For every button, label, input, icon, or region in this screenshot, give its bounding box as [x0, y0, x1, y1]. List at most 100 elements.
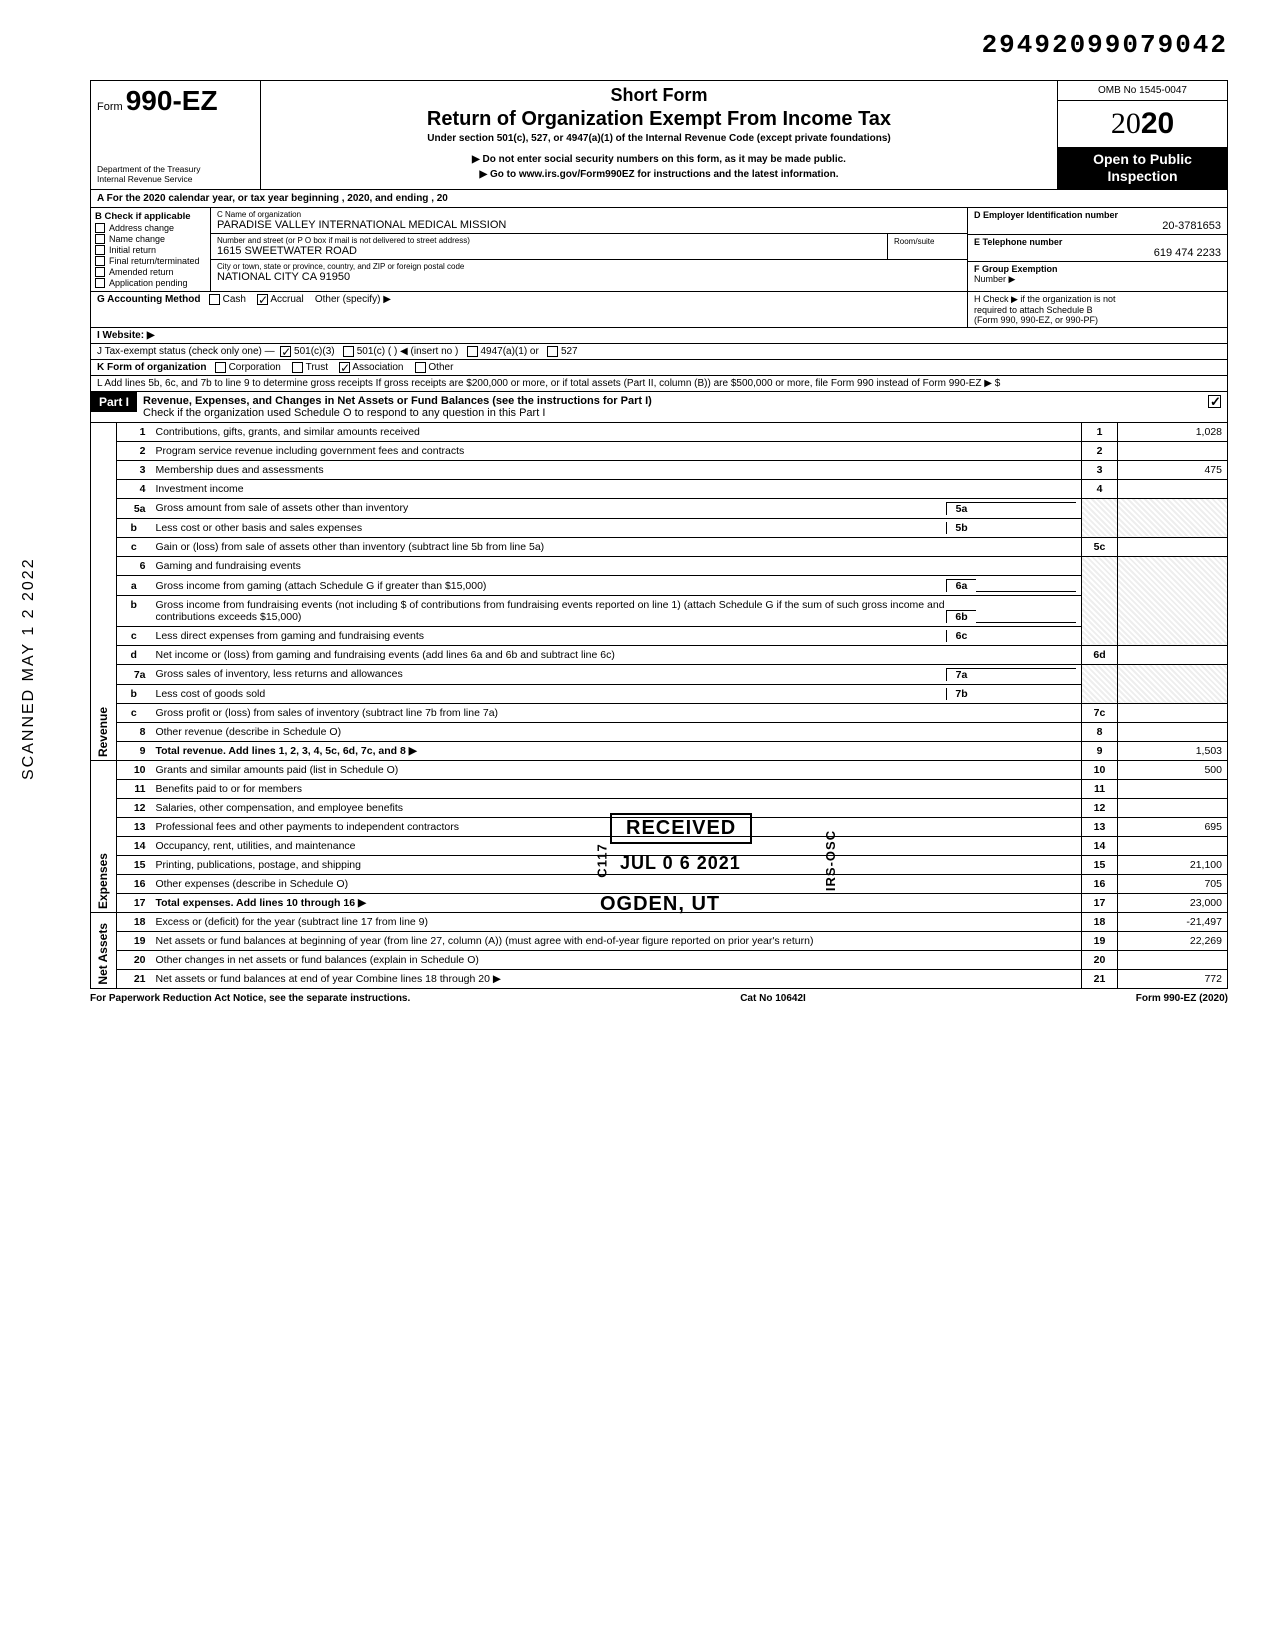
- block-c: C Name of organization PARADISE VALLEY I…: [211, 208, 967, 291]
- l5b-no: b: [117, 518, 151, 537]
- line-4: 4 Investment income 4: [91, 479, 1228, 498]
- page-footer: For Paperwork Reduction Act Notice, see …: [90, 993, 1228, 1004]
- l6c-no: c: [117, 626, 151, 645]
- l6a-inner-amt: [976, 591, 1076, 592]
- form-title: Return of Organization Exempt From Incom…: [271, 108, 1047, 131]
- cb-address-change[interactable]: [95, 223, 105, 233]
- open-public-2: Inspection: [1060, 168, 1225, 185]
- row-a-tax-year: A For the 2020 calendar year, or tax yea…: [90, 190, 1228, 208]
- l5a-box: 5a: [946, 502, 976, 515]
- l14-col: 14: [1082, 836, 1118, 855]
- l19-col: 19: [1082, 931, 1118, 950]
- cb-final-return[interactable]: [95, 256, 105, 266]
- org-name: PARADISE VALLEY INTERNATIONAL MEDICAL MI…: [217, 219, 961, 231]
- l20-no: 20: [117, 950, 151, 969]
- e-phone-label: E Telephone number: [974, 237, 1221, 247]
- line-6c: c Less direct expenses from gaming and f…: [91, 626, 1228, 645]
- l13-col: 13: [1082, 817, 1118, 836]
- cb-initial-return[interactable]: [95, 245, 105, 255]
- f-group-label: F Group Exemption: [974, 264, 1058, 274]
- l12-no: 12: [117, 798, 151, 817]
- line-6b: b Gross income from fundraising events (…: [91, 595, 1228, 626]
- l16-no: 16: [117, 874, 151, 893]
- open-public-1: Open to Public: [1060, 151, 1225, 168]
- lbl-final-return: Final return/terminated: [109, 256, 200, 266]
- cb-527[interactable]: [547, 346, 558, 357]
- part1-header-row: Part I Revenue, Expenses, and Changes in…: [90, 392, 1228, 423]
- dln: 29492099079042: [90, 30, 1228, 60]
- cb-other-org[interactable]: [415, 362, 426, 373]
- line-7a: 7a Gross sales of inventory, less return…: [91, 664, 1228, 684]
- l7b-desc-wrap: Less cost of goods sold 7b: [151, 684, 1082, 703]
- l7c-desc: Gross profit or (loss) from sales of inv…: [151, 703, 1082, 722]
- line-5c: c Gain or (loss) from sale of assets oth…: [91, 537, 1228, 556]
- line-18: Net Assets 18Excess or (deficit) for the…: [91, 912, 1228, 931]
- l14-amt: [1118, 836, 1228, 855]
- cb-association[interactable]: [339, 362, 350, 373]
- l7c-amt: [1118, 703, 1228, 722]
- l7a-inner-amt: [976, 668, 1076, 681]
- cb-cash[interactable]: [209, 294, 220, 305]
- form-prefix: Form: [97, 101, 123, 113]
- year-bold: 20: [1141, 107, 1174, 140]
- l5b-box: 5b: [946, 522, 976, 534]
- cb-application-pending[interactable]: [95, 278, 105, 288]
- lbl-association: Association: [352, 362, 403, 373]
- line-3: 3 Membership dues and assessments 3 475: [91, 460, 1228, 479]
- l6a-no: a: [117, 575, 151, 595]
- l6a-desc-wrap: Gross income from gaming (attach Schedul…: [151, 575, 1082, 595]
- line-2: 2 Program service revenue including gove…: [91, 441, 1228, 460]
- cb-501c3[interactable]: [280, 346, 291, 357]
- l7a-desc-wrap: Gross sales of inventory, less returns a…: [151, 664, 1082, 684]
- line-6a: a Gross income from gaming (attach Sched…: [91, 575, 1228, 595]
- line-10: Expenses 10 Grants and similar amounts p…: [91, 760, 1228, 779]
- section-revenue: Revenue: [96, 707, 110, 757]
- cb-corporation[interactable]: [215, 362, 226, 373]
- l14-no: 14: [117, 836, 151, 855]
- l20-amt: [1118, 950, 1228, 969]
- cb-accrual[interactable]: [257, 294, 268, 305]
- l16-desc: Other expenses (describe in Schedule O): [151, 874, 1082, 893]
- l18-amt: -21,497: [1118, 912, 1228, 931]
- line-13: 13Professional fees and other payments t…: [91, 817, 1228, 836]
- cb-name-change[interactable]: [95, 234, 105, 244]
- line-11: 11Benefits paid to or for members11: [91, 779, 1228, 798]
- l10-desc: Grants and similar amounts paid (list in…: [151, 760, 1082, 779]
- l8-col: 8: [1082, 722, 1118, 741]
- l6b-inner-amt: [976, 622, 1076, 623]
- line-9: 9 Total revenue. Add lines 1, 2, 3, 4, 5…: [91, 741, 1228, 760]
- cb-trust[interactable]: [292, 362, 303, 373]
- l1-desc: Contributions, gifts, grants, and simila…: [151, 423, 1082, 442]
- l6a-box: 6a: [946, 579, 976, 592]
- l10-col: 10: [1082, 760, 1118, 779]
- l6d-no: d: [117, 645, 151, 664]
- l15-no: 15: [117, 855, 151, 874]
- l5b-desc: Less cost or other basis and sales expen…: [156, 522, 947, 534]
- l7ab-shade: [1082, 664, 1118, 703]
- l5a-inner-amt: [976, 502, 1076, 515]
- l13-no: 13: [117, 817, 151, 836]
- row-g: G Accounting Method Cash Accrual Other (…: [90, 292, 1228, 328]
- lbl-501c: 501(c) ( ) ◀ (insert no ): [357, 346, 459, 357]
- l4-col: 4: [1082, 479, 1118, 498]
- l6-no: 6: [117, 556, 151, 575]
- l19-desc: Net assets or fund balances at beginning…: [151, 931, 1082, 950]
- lbl-cash: Cash: [223, 294, 246, 305]
- l21-no: 21: [117, 969, 151, 988]
- lbl-4947: 4947(a)(1) or: [480, 346, 538, 357]
- l13-amt: 695: [1118, 817, 1228, 836]
- line-17: 17Total expenses. Add lines 10 through 1…: [91, 893, 1228, 912]
- l7a-box: 7a: [946, 668, 976, 681]
- l10-amt: 500: [1118, 760, 1228, 779]
- lbl-527: 527: [561, 346, 578, 357]
- l2-desc: Program service revenue including govern…: [151, 441, 1082, 460]
- cb-schedule-o[interactable]: [1208, 395, 1221, 408]
- cb-amended-return[interactable]: [95, 267, 105, 277]
- short-form-label: Short Form: [271, 85, 1047, 106]
- g-label: G Accounting Method: [97, 294, 201, 305]
- l5c-no: c: [117, 537, 151, 556]
- cb-4947[interactable]: [467, 346, 478, 357]
- line-20: 20Other changes in net assets or fund ba…: [91, 950, 1228, 969]
- l7ab-shade-amt: [1118, 664, 1228, 703]
- cb-501c[interactable]: [343, 346, 354, 357]
